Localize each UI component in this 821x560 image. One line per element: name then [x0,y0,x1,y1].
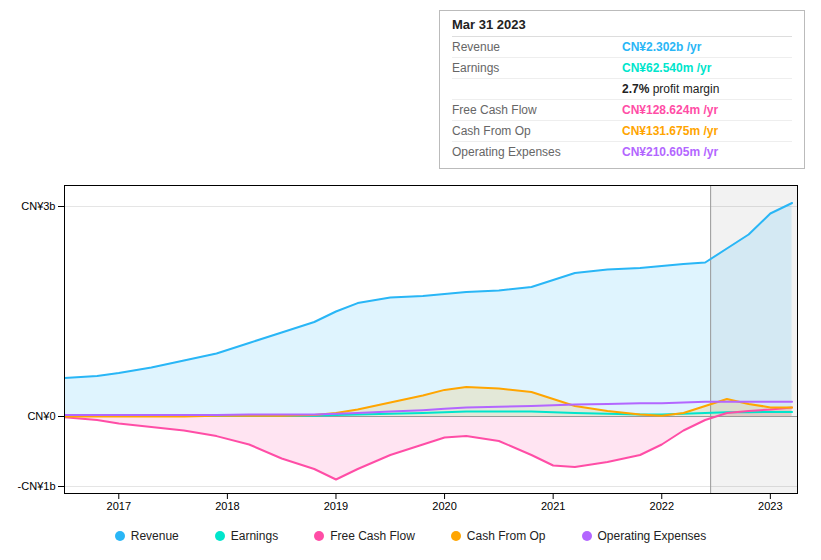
html-text:2.7% profit margin: 2.7% profit margin [622,82,720,96]
html-text:Operating Expenses: Operating Expenses [452,145,561,159]
html-text:Revenue: Revenue [130,529,179,543]
svg-text:2020: 2020 [432,500,456,512]
html-text:CN¥128.624m /yr: CN¥128.624m /yr [622,103,719,117]
html-text:CN¥131.675m /yr: CN¥131.675m /yr [622,124,719,138]
svg-text:2023: 2023 [758,500,782,512]
svg-text:2017: 2017 [107,500,131,512]
svg-text:2018: 2018 [215,500,239,512]
html-text:CN¥2.302b /yr: CN¥2.302b /yr [622,40,702,54]
svg-text:CN¥3b: CN¥3b [21,200,55,212]
svg-text:2021: 2021 [541,500,565,512]
html-text:Revenue: Revenue [452,40,500,54]
html-text:CN¥210.605m /yr: CN¥210.605m /yr [622,145,719,159]
html-text:Free Cash Flow: Free Cash Flow [452,103,537,117]
html-text:Earnings: Earnings [452,61,500,75]
svg-text:2022: 2022 [650,500,674,512]
html-text:Earnings: Earnings [230,529,279,543]
html-text:Operating Expenses: Operating Expenses [597,529,707,543]
svg-text:2019: 2019 [324,500,348,512]
html-text:Cash From Op: Cash From Op [452,124,531,138]
html-text:Cash From Op: Cash From Op [466,529,546,543]
html-text:CN¥62.540m /yr: CN¥62.540m /yr [622,61,712,75]
svg-text:-CN¥1b: -CN¥1b [18,480,56,492]
html-text:Mar 31 2023: Mar 31 2023 [452,17,526,32]
svg-text:CN¥0: CN¥0 [27,410,55,422]
html-text:Free Cash Flow: Free Cash Flow [330,529,415,543]
